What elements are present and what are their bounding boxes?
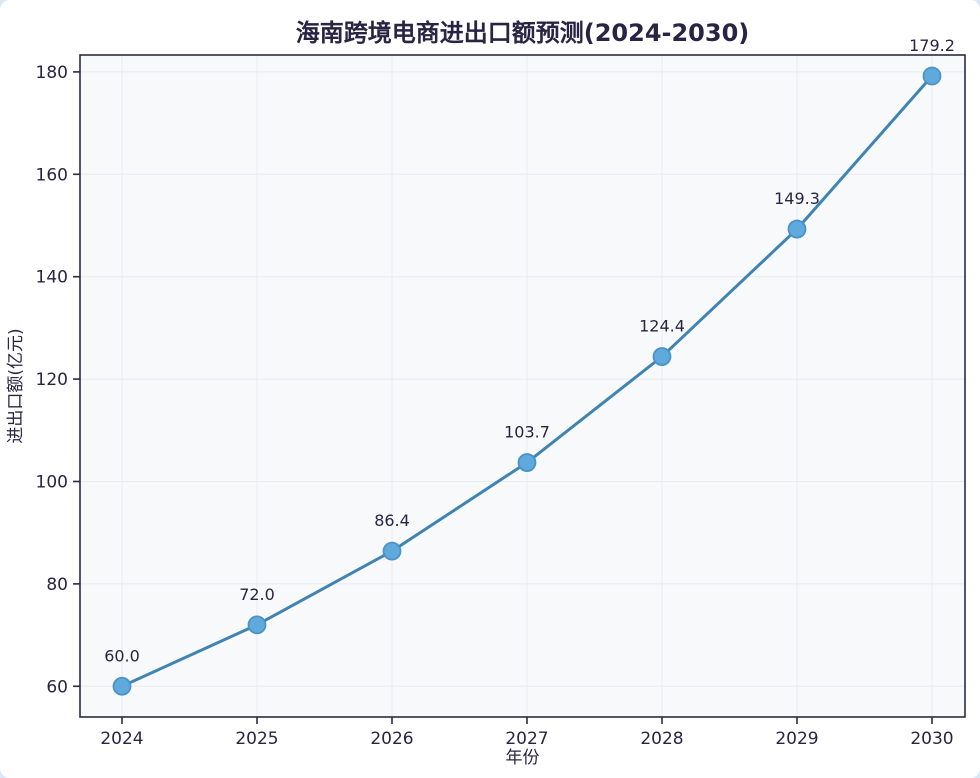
data-point-2028 [652, 347, 672, 366]
x-tick-label-2027: 2027 [505, 729, 548, 749]
data-point-labels: 60.0 72.0 86.4 103.7 124.4 149.3 179.2 [104, 36, 955, 665]
y-tick-label-160: 160 [36, 165, 68, 185]
gridlines [80, 55, 965, 717]
x-tick-label-2029: 2029 [775, 729, 818, 749]
data-point-2029 [787, 219, 807, 239]
chart-title: 海南跨境电商进出口额预测(2024-2030) [296, 19, 750, 47]
data-point-label-2029: 149.3 [774, 189, 820, 208]
x-axis-label: 年份 [506, 748, 540, 768]
data-point-2030 [922, 66, 942, 86]
y-tick-label-100: 100 [36, 472, 68, 492]
data-point-label-2024: 60.0 [104, 646, 140, 665]
data-point-2026 [382, 541, 402, 561]
data-series [112, 66, 942, 696]
data-point-label-2025: 72.0 [239, 585, 275, 604]
y-axis-label: 进出口额(亿元) [6, 328, 26, 443]
data-point-2027 [517, 453, 537, 472]
x-tick-label-2025: 2025 [235, 729, 278, 749]
x-tick-label-2030: 2030 [910, 729, 953, 749]
y-tick-label-120: 120 [36, 370, 68, 390]
data-point-label-2026: 86.4 [374, 511, 410, 530]
plot-area [80, 55, 965, 717]
tick-marks [73, 71, 933, 724]
y-tick-label-60: 60 [46, 677, 68, 697]
axes-spines [79, 54, 966, 718]
tick-labels: 2024 2025 2026 2027 2028 2029 2030 60 80 100 120 14… [36, 63, 954, 749]
y-tick-label-80: 80 [46, 575, 68, 595]
data-point-2024 [112, 676, 132, 696]
x-tick-label-2024: 2024 [100, 729, 143, 749]
y-tick-label-180: 180 [36, 63, 68, 83]
data-point-label-2028: 124.4 [639, 317, 685, 336]
data-point-2025 [247, 615, 267, 635]
data-point-label-2027: 103.7 [504, 423, 550, 442]
data-point-label-2030: 179.2 [909, 36, 955, 55]
x-tick-label-2026: 2026 [370, 729, 413, 749]
x-tick-label-2028: 2028 [640, 729, 683, 749]
y-tick-label-140: 140 [36, 268, 68, 288]
